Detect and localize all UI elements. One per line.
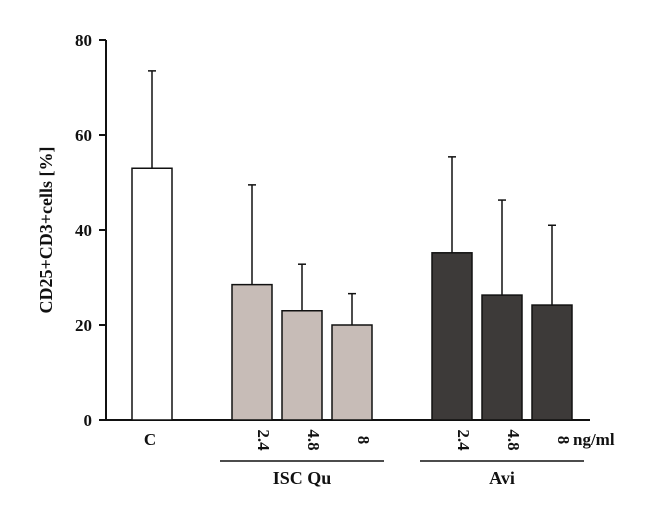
bar <box>481 294 523 421</box>
bar <box>231 283 273 421</box>
bar <box>531 304 573 421</box>
bar <box>131 167 173 421</box>
bar <box>331 324 373 421</box>
error-bars <box>148 70 556 325</box>
x-tick-label: 2.4 <box>454 429 473 451</box>
x-tick-label: 8 <box>554 436 573 445</box>
x-tick-label: 8 <box>354 436 373 445</box>
x-tick-label: 4.8 <box>304 429 323 450</box>
x-tick-label: 4.8 <box>504 429 523 450</box>
group-label: Avi <box>489 468 515 488</box>
y-axis-title: CD25+CD3+cells [%] <box>36 147 56 314</box>
group-label: ISC Qu <box>273 468 332 488</box>
y-tick-label: 80 <box>75 31 92 50</box>
y-tick-label: 40 <box>75 221 92 240</box>
y-tick-label: 0 <box>84 411 93 430</box>
bar <box>431 252 473 421</box>
x-tick-label: C <box>144 430 156 449</box>
bars <box>131 167 573 421</box>
labels: C 2.4 4.8 8 2.4 4.8 8 ISC Qu Avi <box>144 429 584 488</box>
bar <box>281 310 323 421</box>
unit-label: ng/ml <box>573 430 615 449</box>
y-tick-label: 60 <box>75 126 92 145</box>
y-tick-label: 20 <box>75 316 92 335</box>
x-tick-label: 2.4 <box>254 429 273 451</box>
